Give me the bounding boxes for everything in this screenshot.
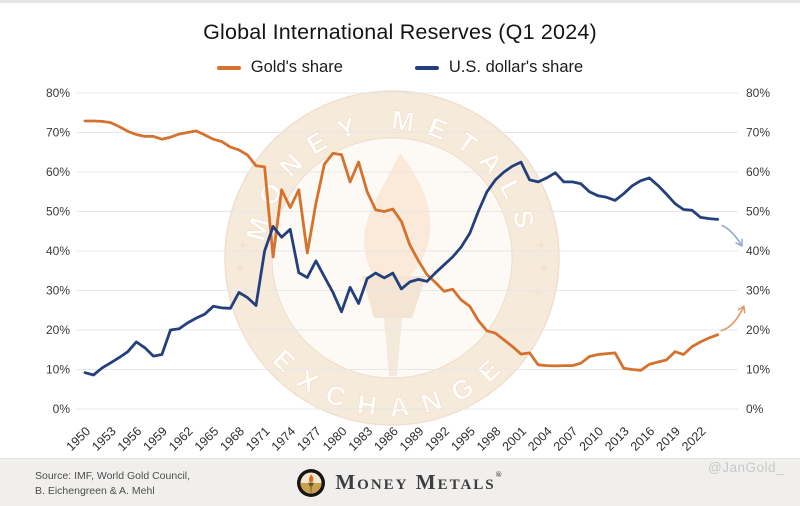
y-axis-labels: 0% 0% 10% 10% 20% 20% 30% 30% 40% 40% 50% 50% 60% 60%…	[46, 86, 770, 416]
svg-text:1962: 1962	[166, 424, 196, 454]
svg-text:✦: ✦	[538, 261, 550, 277]
svg-text:70%: 70%	[746, 126, 770, 140]
svg-text:1968: 1968	[217, 424, 247, 454]
page-title: Global International Reserves (Q1 2024)	[203, 20, 597, 44]
svg-text:30%: 30%	[746, 284, 770, 298]
svg-text:10%: 10%	[46, 363, 70, 377]
money-metals-logo: Money Metals®	[0, 459, 800, 506]
svg-text:1989: 1989	[397, 424, 427, 454]
svg-text:1983: 1983	[346, 424, 376, 454]
svg-text:20%: 20%	[46, 323, 70, 337]
source-line-2: B. Eichengreen & A. Mehl	[35, 485, 155, 498]
svg-text:80%: 80%	[746, 86, 770, 100]
svg-text:0%: 0%	[746, 402, 764, 416]
svg-text:2007: 2007	[551, 424, 581, 454]
x-axis-labels: 1950195319561959196219651968197119741977…	[64, 424, 709, 454]
svg-text:1953: 1953	[89, 424, 119, 454]
legend-item-usd: U.S. dollar's share	[414, 58, 584, 77]
svg-text:60%: 60%	[746, 165, 770, 179]
svg-text:1974: 1974	[269, 424, 299, 454]
usd-trend-arrow	[721, 224, 743, 248]
svg-text:1977: 1977	[294, 424, 324, 454]
svg-text:2016: 2016	[628, 424, 658, 454]
svg-text:30%: 30%	[46, 284, 70, 298]
svg-text:✦: ✦	[535, 237, 547, 253]
svg-text:1992: 1992	[423, 424, 453, 454]
gold-trend-arrow	[720, 305, 746, 332]
gold-share-line	[83, 119, 720, 372]
svg-text:2010: 2010	[577, 424, 607, 454]
svg-text:40%: 40%	[46, 244, 70, 258]
svg-text:80%: 80%	[46, 86, 70, 100]
svg-text:✦: ✦	[237, 237, 249, 253]
svg-text:1995: 1995	[448, 424, 478, 454]
svg-text:✦: ✦	[532, 284, 544, 300]
registered-mark: ®	[495, 470, 504, 479]
svg-text:70%: 70%	[46, 126, 70, 140]
svg-text:50%: 50%	[46, 205, 70, 219]
footer-bar: Source: IMF, World Gold Council, B. Eich…	[0, 458, 800, 506]
torch-icon	[297, 468, 326, 497]
usd-share-line	[83, 160, 720, 377]
svg-text:1998: 1998	[474, 424, 504, 454]
legend-item-gold: Gold's share	[216, 58, 343, 77]
svg-text:0%: 0%	[53, 402, 71, 416]
gold-line-swatch-icon	[216, 65, 241, 70]
source-line-1: Source: IMF, World Gold Council,	[35, 470, 191, 482]
gridlines	[76, 92, 738, 410]
svg-text:2013: 2013	[602, 424, 632, 454]
usd-line-swatch-icon	[414, 65, 439, 70]
brand-wordmark: Money Metals®	[335, 470, 504, 494]
source-note: Source: IMF, World Gold Council, B. Eich…	[35, 469, 190, 499]
svg-text:40%: 40%	[746, 244, 770, 258]
svg-text:2004: 2004	[525, 424, 555, 454]
svg-text:2022: 2022	[679, 424, 709, 454]
window-top-edge	[0, 0, 800, 3]
svg-text:10%: 10%	[746, 363, 770, 377]
author-handle: @JanGold_	[708, 460, 784, 475]
svg-text:✦: ✦	[234, 261, 246, 277]
svg-text:20%: 20%	[746, 323, 770, 337]
svg-text:1986: 1986	[371, 424, 401, 454]
svg-text:1971: 1971	[243, 424, 273, 454]
legend-label-gold: Gold's share	[250, 58, 343, 76]
chart-legend: Gold's share U.S. dollar's share	[0, 58, 800, 77]
svg-text:1959: 1959	[141, 424, 171, 454]
svg-text:1965: 1965	[192, 424, 222, 454]
svg-text:1980: 1980	[320, 424, 350, 454]
svg-text:60%: 60%	[46, 165, 70, 179]
svg-text:2019: 2019	[654, 424, 684, 454]
svg-text:2001: 2001	[500, 424, 530, 454]
svg-text:1956: 1956	[115, 424, 145, 454]
legend-label-usd: U.S. dollar's share	[448, 58, 584, 76]
svg-text:1950: 1950	[64, 424, 94, 454]
svg-text:50%: 50%	[746, 205, 770, 219]
